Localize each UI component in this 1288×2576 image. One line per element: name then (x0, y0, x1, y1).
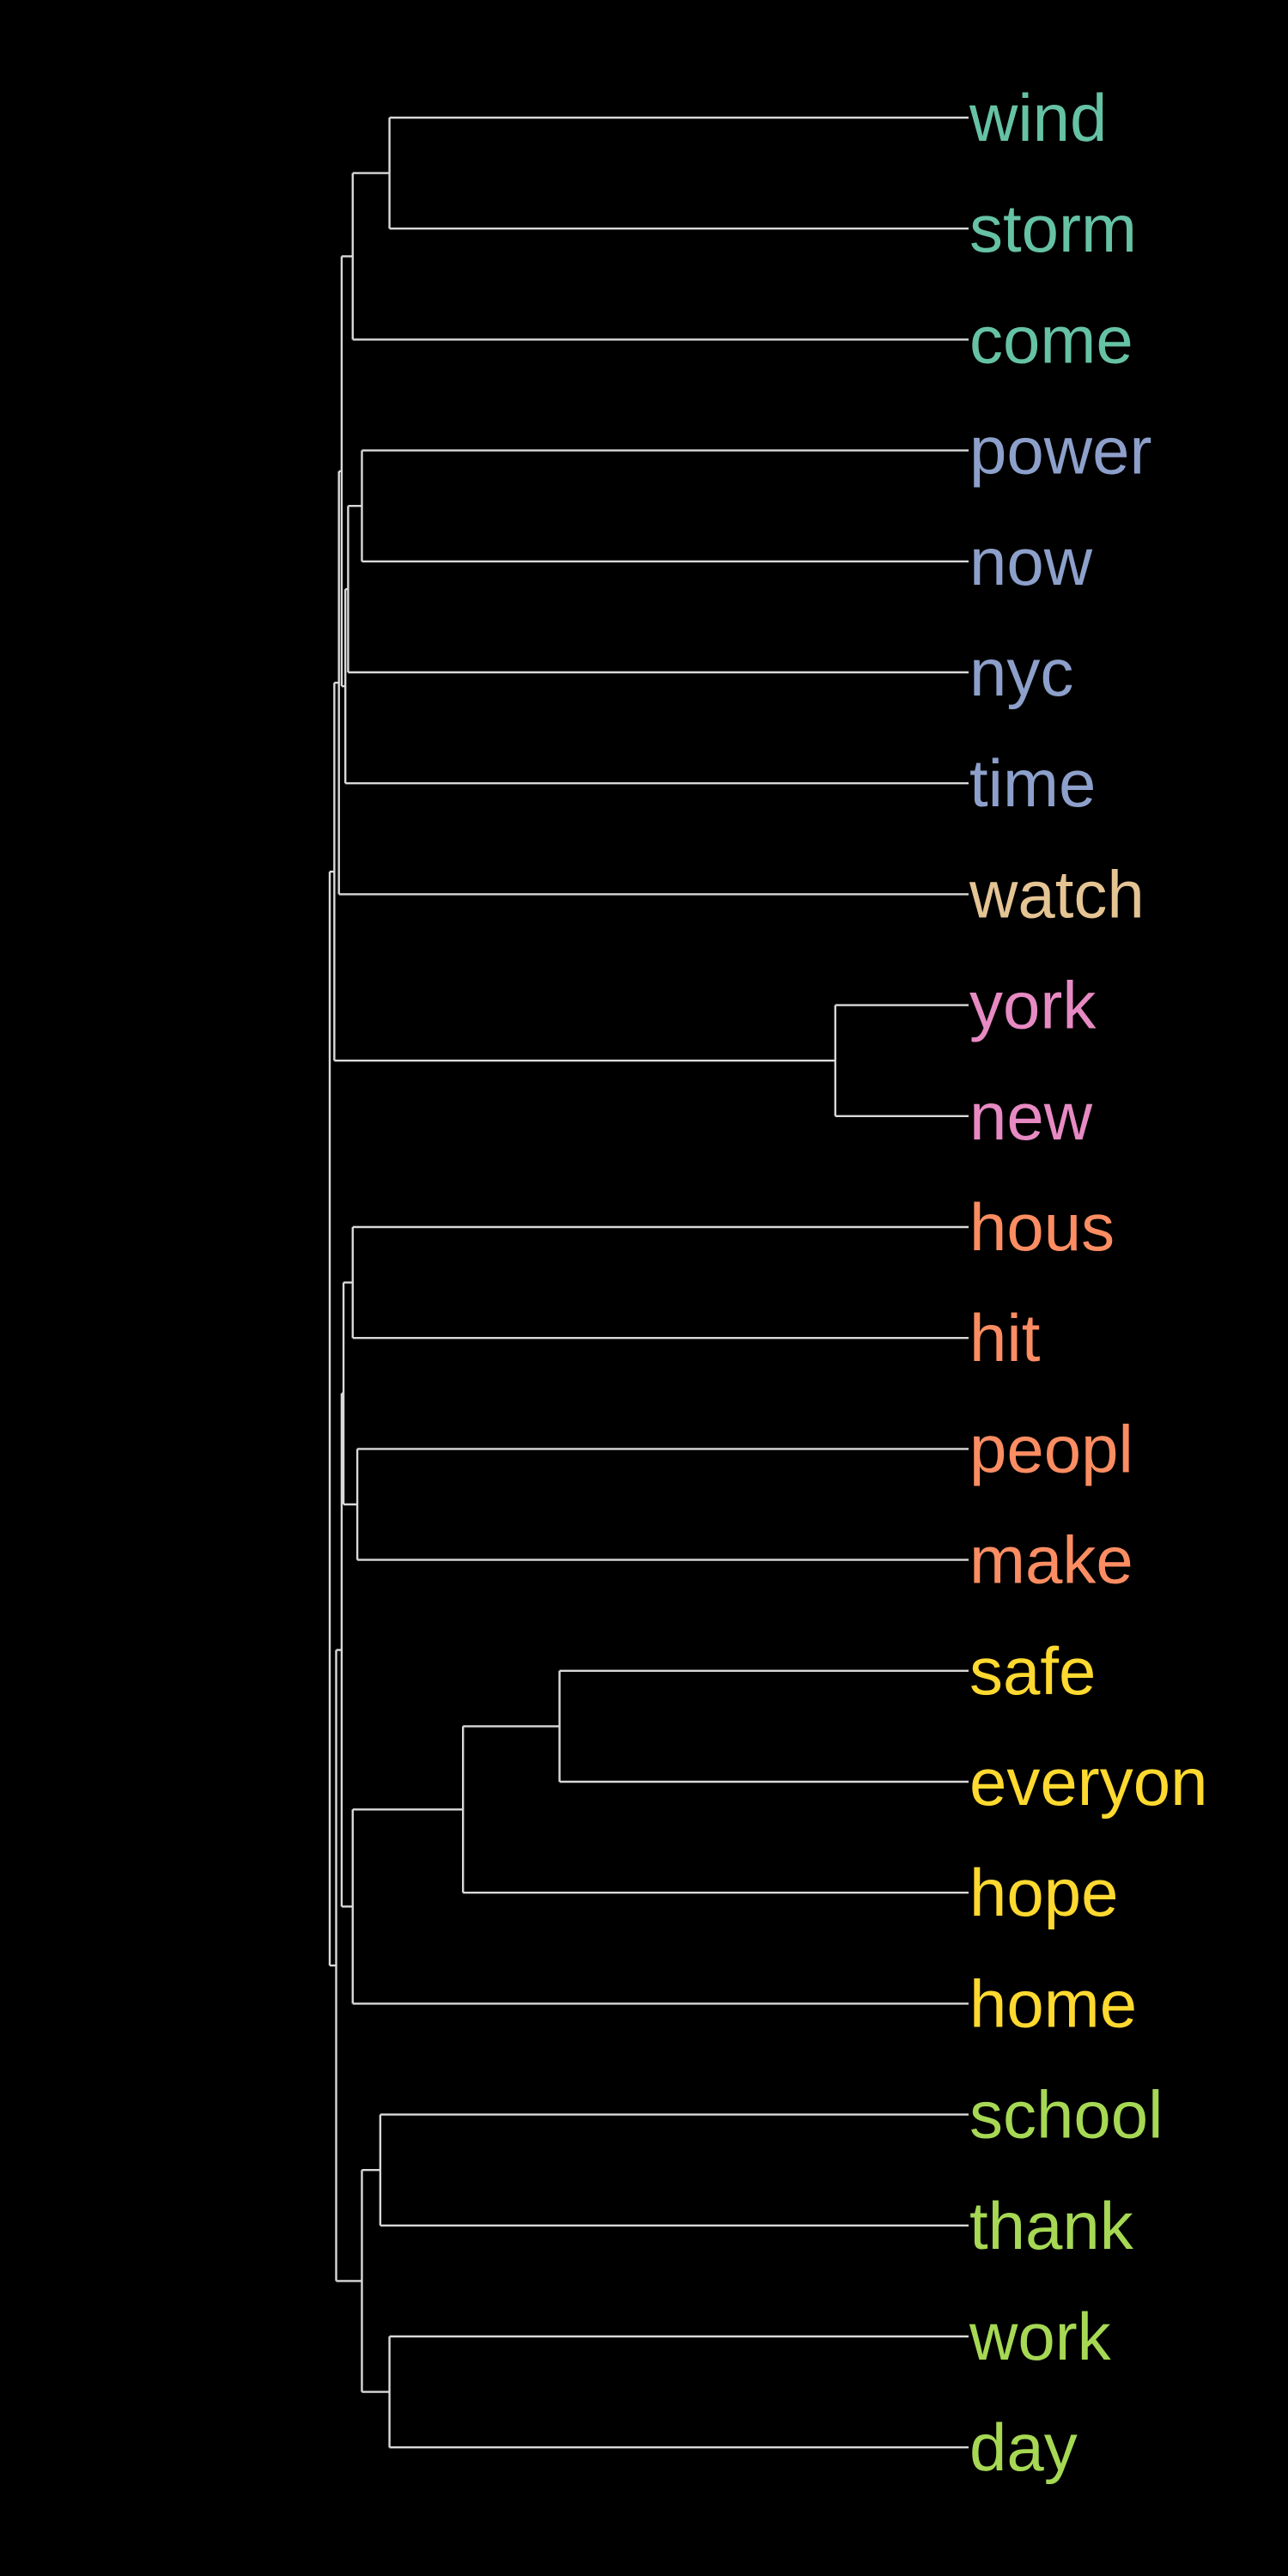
leaf-label-school: school (969, 2077, 1163, 2153)
leaf-label-time: time (969, 745, 1096, 821)
leaf-label-thank: thank (969, 2188, 1134, 2263)
leaf-label-safe: safe (969, 1633, 1096, 1709)
leaf-label-wind: wind (969, 80, 1107, 155)
leaf-label-nyc: nyc (969, 635, 1073, 710)
leaf-label-day: day (969, 2409, 1078, 2485)
leaf-label-hous: hous (969, 1189, 1115, 1265)
dendrogram-leaf-labels: wind storm come power now nyc time watch york new… (969, 80, 1208, 2485)
dendrogram-branches (328, 116, 969, 2449)
leaf-label-now: now (969, 524, 1093, 599)
leaf-label-storm: storm (969, 191, 1137, 266)
leaf-label-power: power (969, 413, 1151, 489)
leaf-label-make: make (969, 1522, 1133, 1598)
leaf-label-come: come (969, 301, 1133, 377)
leaf-label-home: home (969, 1965, 1137, 2041)
leaf-label-york: york (969, 968, 1097, 1043)
leaf-label-new: new (969, 1078, 1093, 1154)
leaf-label-hope: hope (969, 1855, 1119, 1930)
leaf-label-watch: watch (969, 856, 1145, 932)
leaf-label-peopl: peopl (969, 1411, 1133, 1486)
leaf-label-hit: hit (969, 1300, 1041, 1376)
leaf-label-everyon: everyon (969, 1744, 1208, 1820)
leaf-label-work: work (969, 2299, 1112, 2374)
